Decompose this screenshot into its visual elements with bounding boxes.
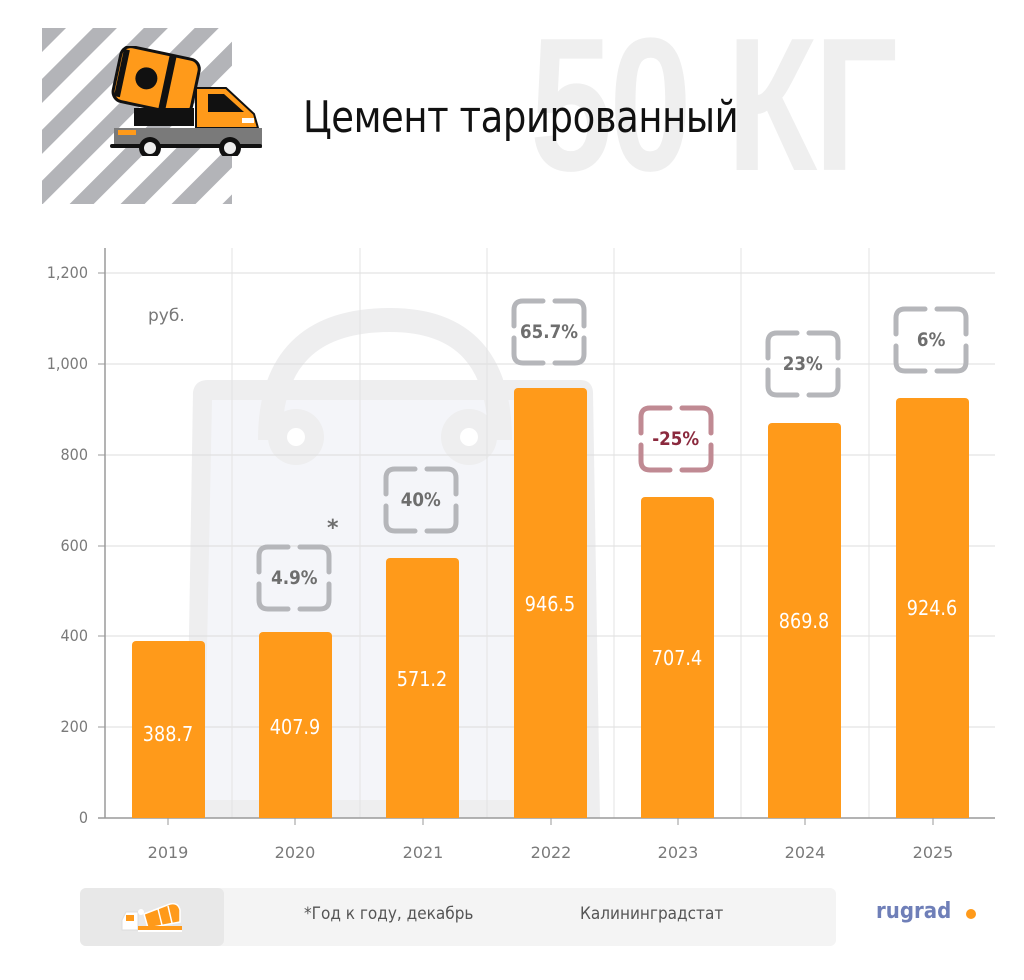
weight-watermark: 50 КГ: [530, 0, 898, 211]
bar-value-label: 388.7: [142, 722, 194, 746]
bar-value-label: 707.4: [651, 646, 703, 670]
bar-2020: [259, 632, 332, 818]
y-tick-label: 400: [60, 626, 88, 645]
brand-dot-icon: [966, 909, 976, 919]
bar-2025: [896, 398, 969, 818]
brand-logo: rugrad: [876, 899, 952, 924]
unit-label: руб.: [148, 306, 185, 326]
change-badge-2020: 4.9%: [256, 544, 332, 612]
y-tick-label: 200: [60, 717, 88, 736]
footer-icon-box: [80, 888, 224, 946]
change-value: 65.7%: [519, 321, 578, 343]
y-tick-label: 800: [60, 445, 88, 464]
change-badge-2021: 40%: [383, 466, 459, 534]
x-tick-label: 2019: [147, 843, 189, 862]
bar-value-label: 946.5: [524, 592, 576, 616]
x-tick-label: 2023: [657, 843, 699, 862]
x-tick-label: 2025: [912, 843, 954, 862]
change-badge-2022: 65.7%: [511, 298, 587, 366]
chart-title: Цемент тарированный: [303, 92, 739, 143]
change-badge-2023: -25%: [638, 405, 714, 473]
y-tick-label: 1,200: [46, 263, 88, 282]
y-tick-label: 1,000: [46, 354, 88, 373]
change-badge-2025: 6%: [893, 306, 969, 374]
bar-2022: [514, 388, 587, 818]
bar-value-label: 869.8: [778, 609, 830, 633]
change-badge-2024: 23%: [765, 330, 841, 398]
x-tick-label: 2020: [274, 843, 316, 862]
mixer-truck-outline-icon: [121, 902, 182, 932]
x-tick-label: 2024: [784, 843, 826, 862]
bar-2021: [386, 558, 459, 818]
source-text: Калининградстат: [580, 904, 724, 924]
bar-value-label: 924.6: [906, 596, 958, 620]
change-value: 40%: [400, 489, 442, 511]
change-value: 6%: [916, 329, 946, 351]
y-tick-label: 600: [60, 536, 88, 555]
change-value: 23%: [782, 353, 824, 375]
bar-value-label: 407.9: [269, 715, 321, 739]
bar-2023: [641, 497, 714, 818]
bar-2024: [768, 423, 841, 818]
change-value: -25%: [652, 428, 700, 450]
bar-value-label: 571.2: [396, 667, 448, 691]
footnote-asterisk: *: [327, 516, 339, 541]
footnote-text: *Год к году, декабрь: [304, 904, 474, 924]
x-tick-label: 2021: [402, 843, 444, 862]
x-tick-label: 2022: [530, 843, 572, 862]
concrete-mixer-truck-icon: [104, 45, 264, 159]
change-value: 4.9%: [270, 567, 318, 589]
y-tick-label: 0: [78, 808, 88, 827]
bar-2019: [132, 641, 205, 818]
